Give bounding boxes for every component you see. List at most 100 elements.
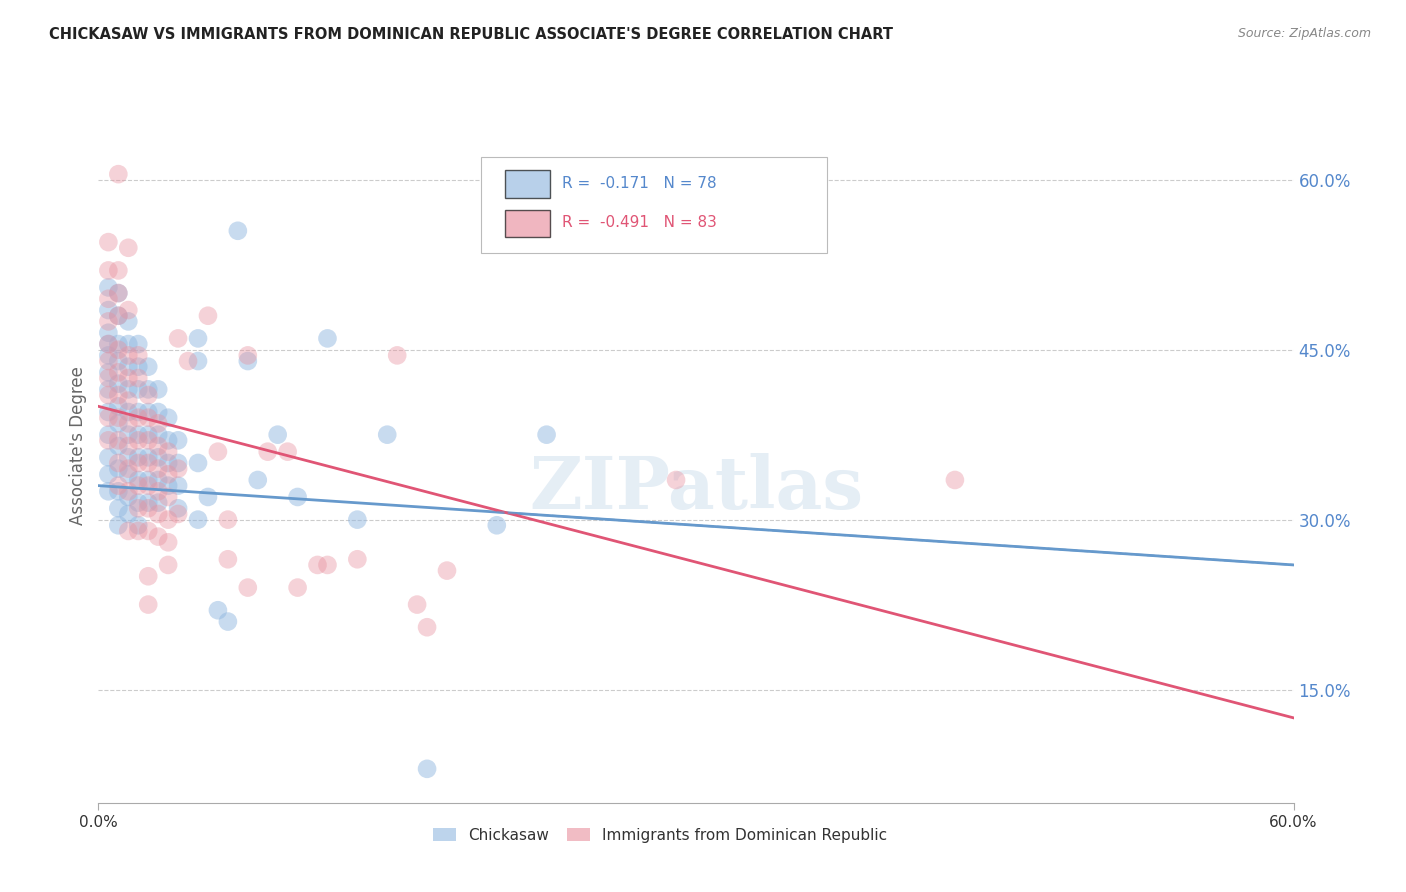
Point — [136, 501, 159, 516]
Point — [117, 393, 139, 408]
Point — [127, 348, 149, 362]
Point — [117, 337, 139, 351]
Point — [107, 439, 129, 453]
Point — [117, 348, 139, 362]
Text: R =  -0.491   N = 83: R = -0.491 N = 83 — [562, 215, 717, 230]
Point — [107, 388, 129, 402]
Point — [117, 405, 139, 419]
Point — [97, 354, 120, 368]
Point — [167, 456, 190, 470]
Point — [107, 400, 129, 414]
Y-axis label: Associate's Degree: Associate's Degree — [69, 367, 87, 525]
Point — [107, 456, 129, 470]
Point — [127, 359, 149, 374]
Point — [107, 518, 129, 533]
Point — [136, 383, 159, 397]
Point — [136, 456, 159, 470]
Point — [157, 444, 180, 458]
Point — [217, 513, 239, 527]
Point — [97, 405, 120, 419]
Text: ZIPatlas: ZIPatlas — [529, 453, 863, 524]
Point — [107, 343, 129, 357]
Point — [217, 615, 239, 629]
Point — [136, 495, 159, 509]
Point — [117, 417, 139, 431]
Point — [943, 473, 966, 487]
Point — [157, 456, 180, 470]
Point — [107, 337, 129, 351]
Point — [97, 450, 120, 465]
Point — [157, 558, 180, 572]
Point — [136, 598, 159, 612]
Point — [97, 434, 120, 448]
Point — [127, 473, 149, 487]
Point — [236, 354, 259, 368]
Point — [167, 507, 190, 521]
Point — [307, 558, 329, 572]
Point — [127, 383, 149, 397]
Point — [136, 524, 159, 538]
Point — [267, 427, 290, 442]
Point — [217, 552, 239, 566]
Point — [406, 598, 429, 612]
Point — [97, 348, 120, 362]
Point — [127, 337, 149, 351]
Point — [97, 371, 120, 385]
Point — [97, 388, 120, 402]
Point — [107, 484, 129, 499]
Point — [127, 495, 149, 509]
Point — [177, 354, 200, 368]
Point — [107, 167, 129, 181]
Point — [148, 439, 170, 453]
Point — [436, 564, 458, 578]
Point — [316, 558, 339, 572]
Point — [167, 434, 190, 448]
Point — [148, 383, 170, 397]
Point — [136, 434, 159, 448]
Point — [107, 365, 129, 379]
Point — [107, 501, 129, 516]
Point — [117, 427, 139, 442]
Point — [197, 490, 219, 504]
Point — [136, 405, 159, 419]
Point — [148, 461, 170, 475]
Text: Source: ZipAtlas.com: Source: ZipAtlas.com — [1237, 27, 1371, 40]
Point — [127, 405, 149, 419]
Point — [97, 263, 120, 277]
Point — [117, 484, 139, 499]
Point — [117, 359, 139, 374]
Point — [346, 552, 368, 566]
Point — [236, 581, 259, 595]
Point — [117, 450, 139, 465]
Point — [97, 280, 120, 294]
Point — [117, 439, 139, 453]
Point — [536, 427, 558, 442]
Point — [117, 507, 139, 521]
Point — [127, 501, 149, 516]
Point — [148, 473, 170, 487]
Point — [127, 371, 149, 385]
Point — [136, 569, 159, 583]
Point — [107, 478, 129, 492]
Point — [136, 473, 159, 487]
Point — [117, 383, 139, 397]
Point — [287, 581, 309, 595]
Point — [97, 410, 120, 425]
Point — [207, 444, 229, 458]
Point — [316, 331, 339, 345]
Point — [287, 490, 309, 504]
Point — [197, 309, 219, 323]
Point — [107, 286, 129, 301]
Point — [136, 388, 159, 402]
Point — [187, 456, 209, 470]
Point — [136, 359, 159, 374]
Point — [346, 513, 368, 527]
Point — [207, 603, 229, 617]
Text: CHICKASAW VS IMMIGRANTS FROM DOMINICAN REPUBLIC ASSOCIATE'S DEGREE CORRELATION C: CHICKASAW VS IMMIGRANTS FROM DOMINICAN R… — [49, 27, 893, 42]
Point — [157, 478, 180, 492]
Point — [107, 434, 129, 448]
Point — [167, 478, 190, 492]
Point — [416, 620, 439, 634]
Point — [97, 303, 120, 318]
Point — [226, 224, 249, 238]
